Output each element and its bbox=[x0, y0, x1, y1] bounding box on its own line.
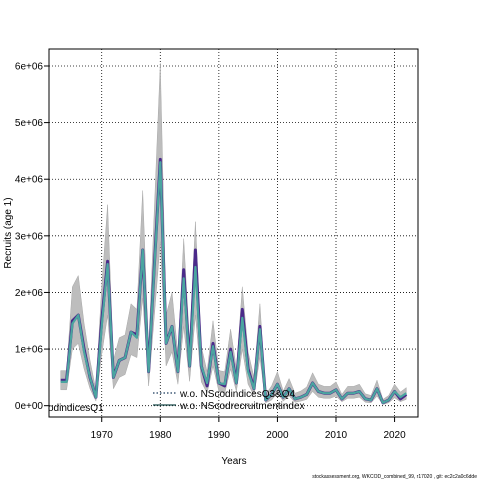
y-tick-label: 4e+06 bbox=[15, 175, 44, 186]
x-axis: 1970 1980 1990 2000 2010 2020 bbox=[91, 417, 406, 441]
legend-label: w.o. NScodindicesQ3&Q4 bbox=[179, 389, 295, 400]
y-tick-label: 5e+06 bbox=[15, 118, 44, 129]
y-axis: 0e+00 1e+06 2e+06 3e+06 4e+06 5e+06 6e+06 bbox=[15, 61, 49, 412]
plot-frame bbox=[48, 48, 419, 418]
y-tick-label: 2e+06 bbox=[15, 288, 44, 299]
x-tick-label: 2020 bbox=[383, 430, 406, 441]
series-lines bbox=[60, 157, 408, 405]
y-tick-label: 1e+06 bbox=[15, 345, 44, 356]
y-tick-label: 6e+06 bbox=[15, 61, 44, 72]
legend: odindicesQ1 w.o. NScodindicesQ3&Q4w.o. N… bbox=[48, 389, 305, 414]
y-tick-label: 0e+00 bbox=[15, 401, 44, 412]
x-tick-label: 1980 bbox=[149, 430, 172, 441]
footer-text: stockassessment.org, WKCOD_combined_99, … bbox=[312, 474, 477, 480]
x-tick-label: 1990 bbox=[208, 430, 231, 441]
legend-label: w.o. NScodrecruitmentindex bbox=[179, 401, 305, 412]
series-line-2 bbox=[60, 161, 407, 404]
x-tick-label: 2010 bbox=[325, 430, 348, 441]
y-tick-label: 3e+06 bbox=[15, 231, 44, 242]
x-tick-label: 2000 bbox=[266, 430, 289, 441]
y-axis-label: Recruits (age 1) bbox=[3, 197, 14, 268]
x-axis-label: Years bbox=[221, 456, 246, 467]
legend-left-text: odindicesQ1 bbox=[48, 403, 104, 414]
x-tick-label: 1970 bbox=[91, 430, 114, 441]
